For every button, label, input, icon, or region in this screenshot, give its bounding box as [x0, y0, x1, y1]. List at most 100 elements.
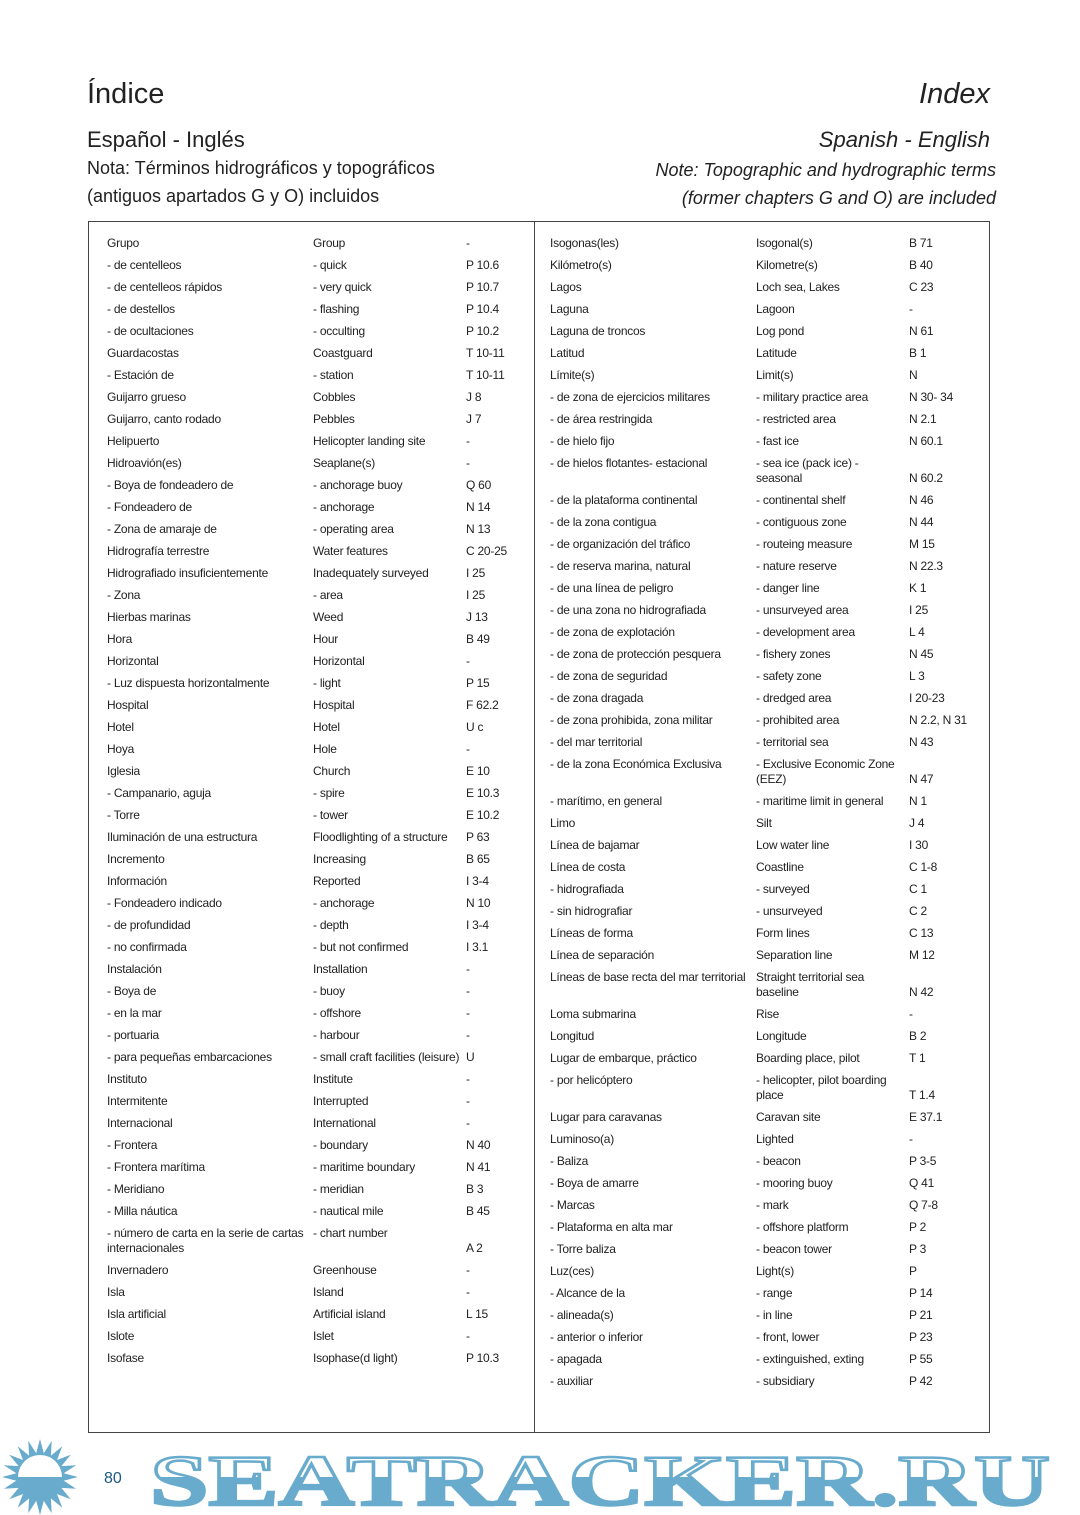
- term-spanish: Líneas de forma: [550, 926, 633, 940]
- index-entry: - anterior o inferior - front, lower P 23: [550, 1330, 979, 1352]
- index-entry: Hierbas marinas Weed J 13: [107, 610, 536, 632]
- index-entry: Línea de bajamar Low water line I 30: [550, 838, 979, 860]
- index-entry: - de zona dragada - dredged area I 20-23: [550, 691, 979, 713]
- reference-code: N 14: [466, 500, 491, 514]
- reference-code: N 41: [466, 1160, 491, 1174]
- term-spanish: - de reserva marina, natural: [550, 559, 691, 573]
- watermark-text: SEATRACKER.RU: [150, 1441, 1050, 1515]
- index-entry: - marítimo, en general - maritime limit i…: [550, 794, 979, 816]
- term-english: Islet: [313, 1329, 334, 1343]
- term-english: Cobbles: [313, 390, 356, 404]
- index-entry: - de centelleos - quick P 10.6: [107, 258, 536, 280]
- reference-code: I 30: [909, 838, 929, 852]
- term-english: - beacon: [756, 1154, 801, 1168]
- term-english: - station: [313, 368, 354, 382]
- term-spanish: - auxiliar: [550, 1374, 593, 1388]
- term-english: Inadequately surveyed: [313, 566, 429, 580]
- index-entry: - Boya de fondeadero de - anchorage buoy Q…: [107, 478, 536, 500]
- index-entry: - del mar territorial - territorial sea N …: [550, 735, 979, 757]
- term-spanish: - de centelleos rápidos: [107, 280, 222, 294]
- index-entry: - de centelleos rápidos - very quick P 10.…: [107, 280, 536, 302]
- index-entry: Hotel Hotel U c: [107, 720, 536, 742]
- term-english: - maritime limit in general: [756, 794, 884, 808]
- reference-code: U c: [466, 720, 484, 734]
- term-english: Kilometre(s): [756, 258, 818, 272]
- index-entry: - número de carta en la serie de cartas …: [107, 1226, 536, 1263]
- index-entry: Hidrografiado insuficientemente Inadequat…: [107, 566, 536, 588]
- index-entry: - portuaria - harbour -: [107, 1028, 536, 1050]
- reference-code: P 21: [909, 1308, 933, 1322]
- term-english: - beacon tower: [756, 1242, 832, 1256]
- term-english: Greenhouse: [313, 1263, 377, 1277]
- term-spanish: Hidrografía terrestre: [107, 544, 210, 558]
- term-spanish: - hidrografiada: [550, 882, 624, 896]
- term-spanish: - Meridiano: [107, 1182, 165, 1196]
- term-spanish: - Zona: [107, 588, 141, 602]
- reference-code: J 13: [466, 610, 488, 624]
- reference-code: C 2: [909, 904, 927, 918]
- term-spanish: Instituto: [107, 1072, 147, 1086]
- term-spanish: - de hielo fijo: [550, 434, 615, 448]
- term-spanish: - Boya de: [107, 984, 157, 998]
- term-spanish: Islote: [107, 1329, 135, 1343]
- index-entry: - Milla náutica - nautical mile B 45: [107, 1204, 536, 1226]
- reference-code: N 61: [909, 324, 934, 338]
- note-spanish-line-1: Nota: Términos hidrográficos y topográfi…: [87, 158, 435, 178]
- term-spanish: - de zona de seguridad: [550, 669, 668, 683]
- term-spanish: - de una zona no hidrografiada: [550, 603, 706, 617]
- term-spanish: Horizontal: [107, 654, 159, 668]
- index-entry: - de la plataforma continental - continen…: [550, 493, 979, 515]
- index-entry: Laguna Lagoon -: [550, 302, 979, 324]
- index-entry: Incremento Increasing B 65: [107, 852, 536, 874]
- term-english: Latitude: [756, 346, 797, 360]
- term-english: Lagoon: [756, 302, 795, 316]
- term-english: - area: [313, 588, 343, 602]
- index-entry: - de hielo fijo - fast ice N 60.1: [550, 434, 979, 456]
- subtitle-spanish: Español - Inglés: [87, 127, 245, 152]
- index-entry: - Estación de - station T 10-11: [107, 368, 536, 390]
- term-spanish: - de ocultaciones: [107, 324, 194, 338]
- term-english: Pebbles: [313, 412, 355, 426]
- term-spanish: Lugar de embarque, práctico: [550, 1051, 697, 1065]
- term-english: Low water line: [756, 838, 830, 852]
- reference-code: T 1.4: [909, 1088, 935, 1102]
- term-english: Straight territorial sea baseline: [756, 970, 865, 999]
- reference-code: N 2.2, N 31: [909, 713, 967, 727]
- term-english: - extinguished, exting: [756, 1352, 864, 1366]
- reference-code: T 1: [909, 1051, 926, 1065]
- term-spanish: - Alcance de la: [550, 1286, 625, 1300]
- term-english: - maritime boundary: [313, 1160, 415, 1174]
- index-entry: - para pequeñas embarcaciones - small cra…: [107, 1050, 536, 1072]
- note-spanish: Nota: Términos hidrográficos y topográfi…: [87, 154, 435, 210]
- term-english: - unsurveyed: [756, 904, 823, 918]
- term-spanish: Guijarro grueso: [107, 390, 186, 404]
- index-entry: - Torre baliza - beacon tower P 3: [550, 1242, 979, 1264]
- reference-code: B 3: [466, 1182, 484, 1196]
- reference-code: P 42: [909, 1374, 933, 1388]
- index-entry: - de una zona no hidrografiada - unsurvey…: [550, 603, 979, 625]
- term-spanish: Isla: [107, 1285, 125, 1299]
- reference-code: J 7: [466, 412, 482, 426]
- index-entry: - de reserva marina, natural - nature res…: [550, 559, 979, 581]
- reference-code: I 25: [466, 566, 486, 580]
- reference-code: N 43: [909, 735, 934, 749]
- term-spanish: - Fondeadero de: [107, 500, 192, 514]
- term-spanish: Longitud: [550, 1029, 595, 1043]
- term-english: - nautical mile: [313, 1204, 384, 1218]
- term-spanish: Hospital: [107, 698, 149, 712]
- reference-code: N 10: [466, 896, 491, 910]
- term-spanish: - en la mar: [107, 1006, 162, 1020]
- index-entry: - no confirmada - but not confirmed I 3.1: [107, 940, 536, 962]
- term-spanish: Línea de costa: [550, 860, 626, 874]
- term-spanish: - apagada: [550, 1352, 602, 1366]
- term-english: - anchorage: [313, 500, 375, 514]
- note-english-line-1: Note: Topographic and hydrographic terms: [655, 160, 996, 180]
- term-english: - buoy: [313, 984, 345, 998]
- reference-code: -: [466, 236, 470, 250]
- term-spanish: - Torre baliza: [550, 1242, 616, 1256]
- term-english: - helicopter, pilot boarding place: [756, 1073, 887, 1102]
- reference-code: N 46: [909, 493, 934, 507]
- term-spanish: Hoya: [107, 742, 135, 756]
- term-spanish: Guijarro, canto rodado: [107, 412, 221, 426]
- reference-code: -: [909, 302, 913, 316]
